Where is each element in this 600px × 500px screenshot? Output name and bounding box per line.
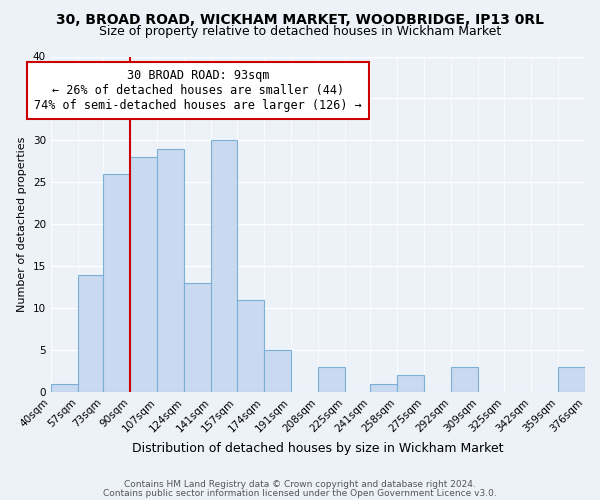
Bar bbox=[237, 300, 264, 392]
X-axis label: Distribution of detached houses by size in Wickham Market: Distribution of detached houses by size … bbox=[132, 442, 503, 455]
Text: 30, BROAD ROAD, WICKHAM MARKET, WOODBRIDGE, IP13 0RL: 30, BROAD ROAD, WICKHAM MARKET, WOODBRID… bbox=[56, 12, 544, 26]
Bar bbox=[211, 140, 237, 392]
Text: 30 BROAD ROAD: 93sqm
← 26% of detached houses are smaller (44)
74% of semi-detac: 30 BROAD ROAD: 93sqm ← 26% of detached h… bbox=[34, 69, 362, 112]
Bar bbox=[397, 375, 424, 392]
Bar bbox=[318, 367, 345, 392]
Bar bbox=[51, 384, 78, 392]
Text: Contains HM Land Registry data © Crown copyright and database right 2024.: Contains HM Land Registry data © Crown c… bbox=[124, 480, 476, 489]
Bar bbox=[264, 350, 291, 392]
Bar bbox=[184, 283, 211, 392]
Bar bbox=[78, 274, 103, 392]
Bar bbox=[157, 148, 184, 392]
Text: Size of property relative to detached houses in Wickham Market: Size of property relative to detached ho… bbox=[99, 25, 501, 38]
Bar bbox=[451, 367, 478, 392]
Bar bbox=[130, 157, 157, 392]
Text: Contains public sector information licensed under the Open Government Licence v3: Contains public sector information licen… bbox=[103, 488, 497, 498]
Bar bbox=[558, 367, 585, 392]
Y-axis label: Number of detached properties: Number of detached properties bbox=[17, 136, 27, 312]
Bar bbox=[103, 174, 130, 392]
Bar bbox=[370, 384, 397, 392]
